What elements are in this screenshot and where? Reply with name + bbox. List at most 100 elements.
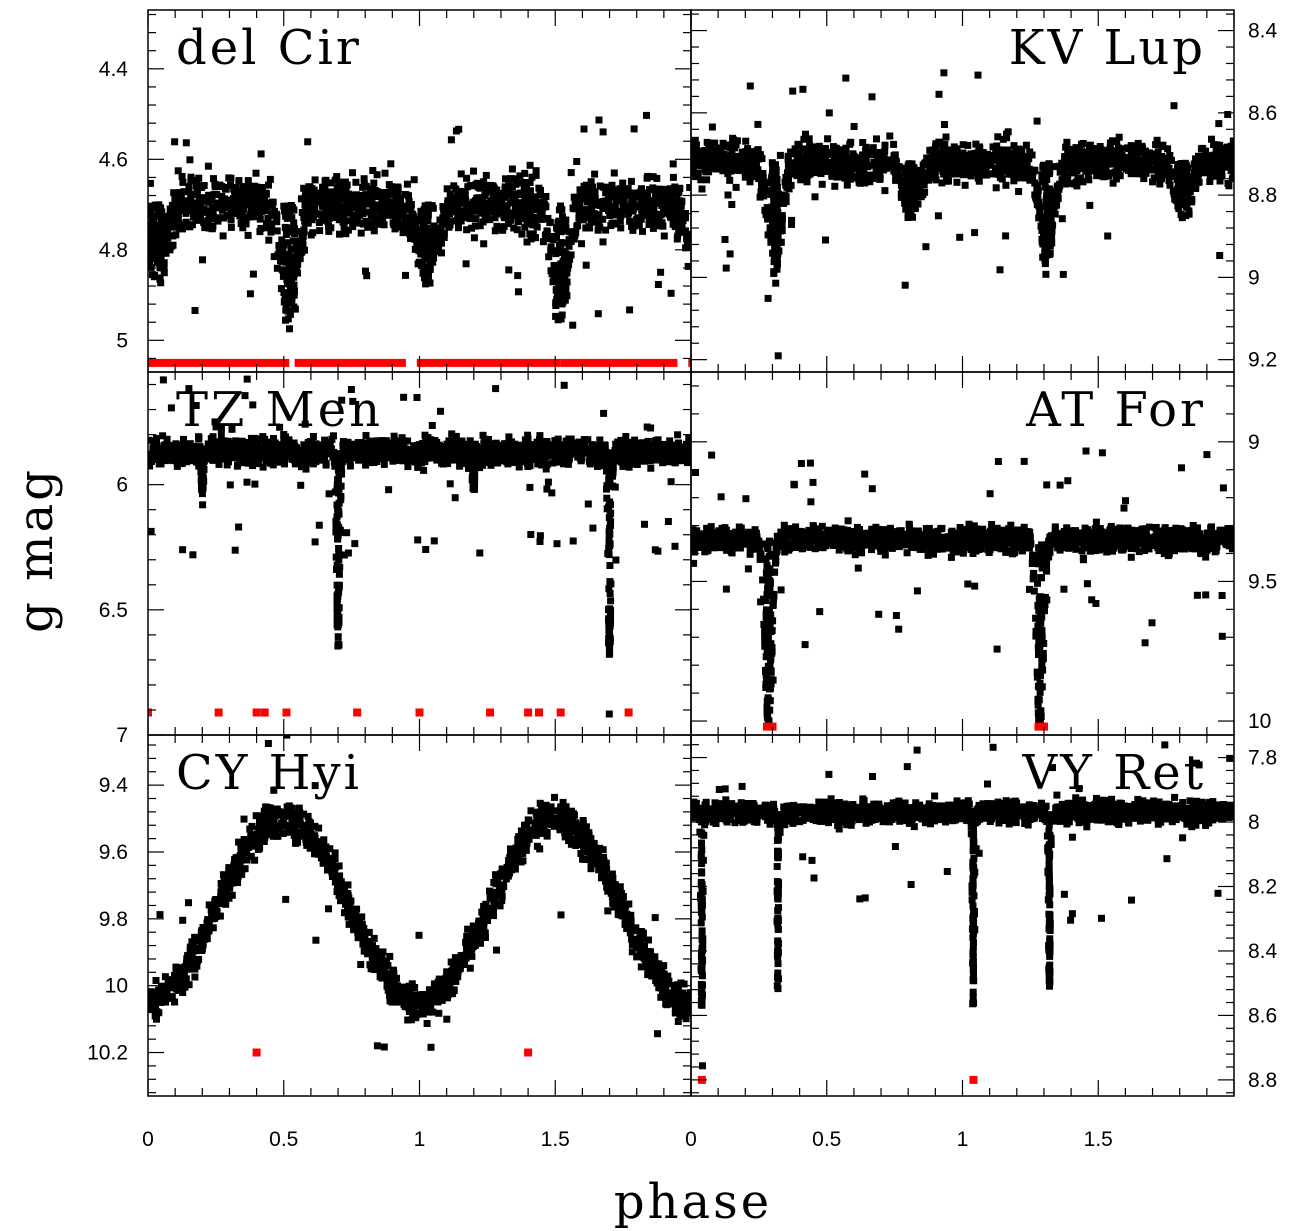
eclipse-point — [419, 245, 427, 253]
data-point — [637, 451, 645, 459]
data-point — [381, 169, 389, 177]
eclipse-point — [905, 160, 913, 168]
data-point — [333, 173, 341, 181]
data-point — [1054, 189, 1062, 197]
data-point — [185, 183, 193, 191]
data-point — [993, 164, 1001, 172]
outlier-point — [722, 143, 730, 151]
data-point — [1071, 159, 1079, 167]
data-point — [617, 436, 625, 444]
data-point — [873, 160, 881, 168]
data-point — [553, 437, 561, 445]
data-point — [1093, 146, 1100, 154]
data-point — [308, 216, 316, 224]
data-point — [620, 205, 628, 213]
data-point — [968, 155, 976, 163]
data-point — [316, 210, 324, 218]
outlier-point — [667, 289, 675, 297]
data-point — [257, 207, 265, 215]
data-point — [505, 433, 513, 441]
data-point — [406, 213, 414, 221]
data-point — [527, 197, 534, 205]
data-point — [668, 201, 676, 209]
data-point — [1013, 166, 1021, 174]
data-point — [392, 209, 399, 216]
data-point — [895, 171, 903, 179]
data-point — [833, 173, 841, 181]
outlier-point — [890, 140, 898, 148]
eclipse-point — [772, 166, 780, 174]
data-point — [797, 176, 805, 184]
data-point — [1028, 151, 1036, 159]
data-point — [488, 201, 496, 209]
outlier-point — [654, 281, 662, 288]
data-point — [169, 223, 177, 231]
data-point — [265, 181, 272, 189]
data-point — [1146, 149, 1153, 157]
data-point — [521, 223, 529, 231]
data-point — [385, 181, 393, 189]
data-point — [911, 205, 919, 213]
data-point — [552, 312, 560, 320]
data-point — [258, 184, 265, 191]
outlier-point — [880, 166, 888, 174]
data-point — [1138, 142, 1146, 150]
outlier-point — [580, 125, 588, 133]
data-point — [546, 219, 554, 227]
data-point — [579, 206, 586, 214]
eclipse-point — [155, 250, 163, 258]
data-point — [349, 169, 356, 177]
data-point — [631, 189, 639, 197]
data-point — [323, 206, 331, 214]
data-point — [742, 173, 750, 181]
data-point — [570, 193, 578, 201]
data-point — [956, 170, 964, 178]
eclipse-point — [424, 229, 431, 237]
data-point — [676, 444, 684, 452]
data-point — [873, 135, 880, 143]
data-point — [813, 151, 821, 159]
data-point — [581, 214, 589, 221]
data-point — [187, 192, 195, 200]
outlier-point — [454, 203, 462, 211]
data-point — [822, 166, 830, 174]
outlier-point — [1023, 156, 1031, 164]
data-point — [647, 464, 655, 472]
data-point — [537, 454, 545, 462]
data-point — [521, 197, 529, 205]
data-point — [168, 242, 176, 250]
data-point — [1134, 139, 1142, 147]
data-point — [827, 166, 835, 173]
data-point — [360, 180, 368, 188]
data-point — [975, 177, 983, 185]
data-point — [1230, 169, 1234, 177]
data-point — [794, 168, 802, 176]
data-point — [431, 437, 439, 444]
data-point — [805, 135, 813, 143]
data-point — [205, 224, 213, 232]
data-point — [185, 202, 193, 210]
data-points — [148, 111, 691, 367]
data-point — [891, 151, 899, 159]
data-point — [596, 223, 604, 231]
data-point — [1127, 142, 1135, 150]
data-point — [499, 226, 507, 234]
data-point — [480, 240, 488, 248]
data-point — [732, 158, 740, 166]
data-point — [162, 241, 170, 249]
data-point — [446, 210, 453, 217]
eclipse-point — [152, 212, 160, 220]
data-point — [170, 189, 178, 197]
data-point — [465, 464, 472, 472]
data-point — [841, 163, 849, 171]
outlier-point — [571, 197, 579, 205]
data-point — [394, 190, 402, 197]
data-point — [1085, 176, 1093, 184]
data-point — [791, 145, 799, 153]
data-point — [567, 237, 575, 245]
data-point — [791, 150, 799, 158]
outlier-point — [1058, 215, 1066, 223]
data-point — [547, 267, 555, 275]
data-point — [1031, 179, 1039, 187]
data-point — [286, 310, 294, 318]
